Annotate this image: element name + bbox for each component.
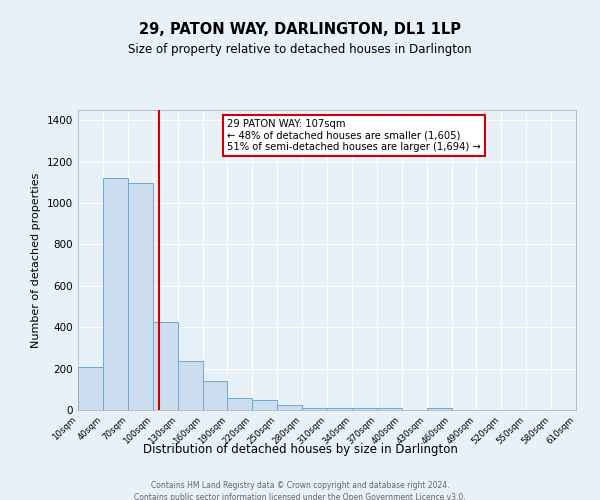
Bar <box>203 381 227 410</box>
Bar <box>152 322 178 410</box>
Text: Size of property relative to detached houses in Darlington: Size of property relative to detached ho… <box>128 42 472 56</box>
Bar <box>327 408 352 410</box>
Y-axis label: Number of detached properties: Number of detached properties <box>31 172 41 348</box>
Bar <box>377 408 402 410</box>
Text: Contains HM Land Registry data © Crown copyright and database right 2024.: Contains HM Land Registry data © Crown c… <box>151 481 449 490</box>
Bar <box>128 184 153 410</box>
Text: 29, PATON WAY, DARLINGTON, DL1 1LP: 29, PATON WAY, DARLINGTON, DL1 1LP <box>139 22 461 38</box>
Bar <box>103 178 128 410</box>
Text: Contains public sector information licensed under the Open Government Licence v3: Contains public sector information licen… <box>134 492 466 500</box>
Bar <box>178 361 203 410</box>
Bar <box>253 400 277 410</box>
Text: Distribution of detached houses by size in Darlington: Distribution of detached houses by size … <box>143 442 457 456</box>
Bar <box>352 408 377 410</box>
Text: 29 PATON WAY: 107sqm
← 48% of detached houses are smaller (1,605)
51% of semi-de: 29 PATON WAY: 107sqm ← 48% of detached h… <box>227 119 481 152</box>
Bar <box>302 408 327 410</box>
Bar <box>78 366 103 410</box>
Bar <box>277 405 302 410</box>
Bar <box>227 398 253 410</box>
Bar <box>427 408 452 410</box>
